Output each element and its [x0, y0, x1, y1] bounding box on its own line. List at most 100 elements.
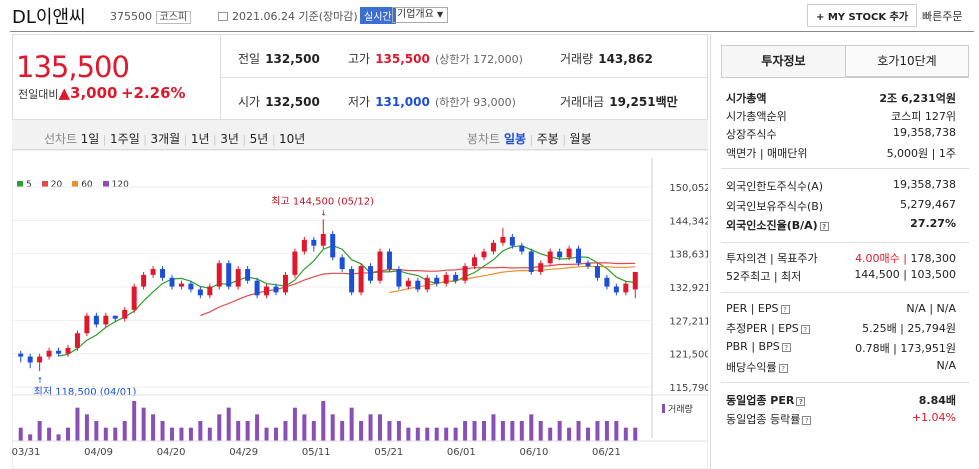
x-tick-label: 03/31 — [12, 447, 40, 458]
ma60-line — [389, 265, 636, 294]
volume-value: 143,862 — [598, 52, 653, 66]
info-key: PBR | BPS? — [726, 340, 791, 353]
candle-body — [207, 286, 213, 296]
volume-bar — [255, 414, 260, 441]
x-tick-label: 06/21 — [592, 447, 621, 458]
candle-chart-label: 봉차트 — [467, 132, 504, 146]
candle-body — [282, 274, 288, 293]
volume-bar — [170, 427, 174, 441]
change-pct: +2.26% — [120, 84, 186, 102]
company-overview-dropdown[interactable]: 기업개요 ▼ — [392, 7, 449, 23]
high-annotation: 최고 144,500 (05/12) — [271, 195, 374, 207]
candle-body — [18, 353, 24, 357]
candle-body — [235, 269, 241, 287]
volume-bar — [519, 421, 524, 441]
candle-body — [538, 263, 544, 272]
period-4[interactable]: 3년 — [220, 132, 239, 146]
candle-body — [415, 280, 421, 290]
candle-body — [169, 277, 175, 287]
candle-body — [292, 251, 298, 275]
help-icon[interactable]: ? — [778, 364, 788, 373]
volume-bar — [604, 421, 609, 441]
fast-order-link[interactable]: 빠른주문 — [922, 10, 963, 23]
legend-swatch — [102, 181, 109, 187]
stock-code: 375500 코스피 — [110, 10, 192, 25]
help-icon[interactable]: ? — [819, 222, 829, 231]
realtime-button[interactable]: 실시간 — [360, 7, 396, 24]
candle-body — [462, 266, 468, 281]
candle-body — [216, 263, 222, 287]
volume-legend-label: 거래량 — [668, 403, 693, 415]
volume-bar — [359, 421, 364, 441]
candle-body — [443, 274, 449, 284]
volume-bar — [500, 421, 505, 441]
volume-bar — [302, 414, 307, 441]
right-panel-divider — [710, 34, 711, 469]
dropdown-label: 기업개요 — [397, 9, 434, 20]
volume-bar — [94, 421, 99, 441]
y-tick-label: 138,631 — [669, 250, 708, 261]
high-label: 고가 — [348, 52, 371, 66]
volume-bar — [151, 414, 156, 441]
info-key: 동일업종 PER? — [726, 392, 806, 408]
low-arrow: ↑ — [37, 376, 44, 385]
x-tick-label: 06/01 — [447, 447, 476, 458]
volume-bar — [567, 427, 572, 441]
candle-period-1[interactable]: 주봉 — [536, 132, 559, 146]
help-icon[interactable]: ? — [802, 416, 812, 425]
period-2[interactable]: 3개월 — [150, 132, 181, 146]
ma20-line — [200, 262, 636, 316]
stock-code-text: 375500 — [110, 10, 152, 23]
volume-bar — [113, 427, 118, 441]
info-key: 투자의견 | 목표주가 — [726, 252, 818, 265]
volume-bar — [406, 427, 411, 441]
volume-bar — [482, 421, 486, 441]
help-icon[interactable]: ? — [780, 305, 790, 314]
tab-invest-info[interactable]: 투자정보 — [722, 46, 845, 77]
change-row: 전일대비▲3,000 +2.26% — [18, 84, 186, 102]
help-icon[interactable]: ? — [796, 397, 806, 406]
x-tick-label: 04/29 — [229, 447, 258, 458]
period-5[interactable]: 5년 — [249, 132, 269, 146]
prev-close-label: 전일 — [238, 52, 261, 66]
candle-body — [557, 251, 563, 258]
volume-bar — [368, 414, 373, 441]
candle-period-0[interactable]: 일봉 — [503, 132, 527, 146]
add-mystock-button[interactable]: + MY STOCK 추가 — [807, 4, 918, 27]
change-label: 전일대비 — [18, 88, 59, 101]
help-icon[interactable]: ? — [800, 325, 810, 334]
volume-bar — [434, 427, 439, 441]
candle-body — [585, 263, 591, 267]
legend-ma-5: 5 — [17, 180, 32, 190]
candle-body — [377, 251, 383, 281]
candle-body — [405, 280, 411, 287]
candle-body — [349, 269, 355, 293]
candle-body — [396, 269, 402, 287]
volume-bar — [160, 421, 165, 441]
period-1[interactable]: 1주일 — [110, 132, 140, 146]
lower-limit: (하한가 93,000) — [434, 96, 516, 109]
candle-body — [424, 277, 430, 290]
info-value: 5,279,467 — [900, 198, 956, 211]
tab-order-book[interactable]: 호가10단계 — [845, 46, 968, 77]
volume-bar — [188, 427, 193, 441]
volume-bar — [548, 427, 553, 441]
y-tick-label: 144,342 — [669, 216, 708, 227]
candle-body — [368, 266, 374, 281]
period-3[interactable]: 1년 — [190, 132, 210, 146]
period-6[interactable]: 10년 — [279, 132, 306, 146]
market-badge: 코스피 — [155, 11, 192, 24]
period-0[interactable]: 1일 — [80, 132, 100, 146]
stock-name: DL이앤씨 — [12, 7, 86, 28]
candle-body — [500, 236, 506, 243]
volume-bar — [415, 427, 420, 441]
volume-bar — [472, 421, 477, 441]
date-label: 2021.06.24 기준(장마감) — [218, 8, 358, 24]
help-icon[interactable]: ? — [781, 343, 791, 352]
legend-swatch — [17, 181, 23, 187]
candle-period-2[interactable]: 월봉 — [569, 132, 592, 146]
info-value: N/A | N/A — [906, 302, 956, 315]
volume-bar — [283, 421, 288, 441]
legend-swatch — [72, 181, 79, 187]
info-value: 5,000원 | 1주 — [886, 147, 956, 160]
